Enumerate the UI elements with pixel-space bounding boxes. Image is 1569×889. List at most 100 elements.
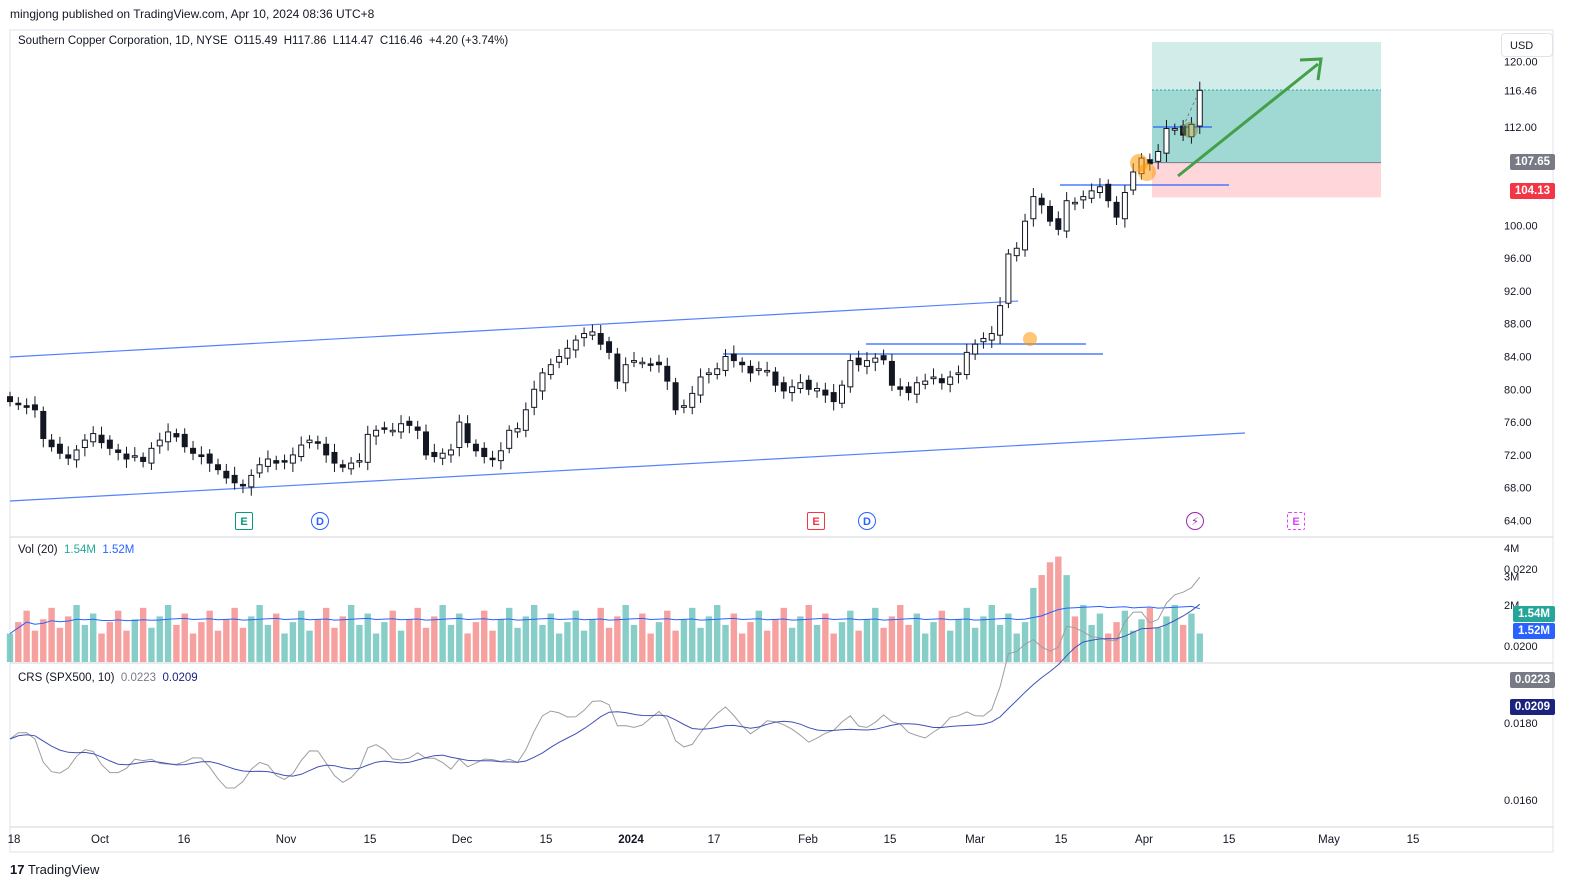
candle-body <box>306 439 313 444</box>
earnings-icon[interactable]: E <box>807 512 825 530</box>
candle-body <box>880 355 887 361</box>
volume-bar <box>888 616 896 662</box>
candle-body <box>23 405 30 408</box>
volume-bar <box>114 610 122 662</box>
candle-body <box>256 464 263 474</box>
volume-bar <box>248 616 255 662</box>
candle <box>980 332 987 349</box>
volume-bar <box>65 616 72 662</box>
candle <box>963 343 970 380</box>
volume-bar <box>472 622 480 662</box>
candle-body <box>855 357 862 366</box>
candle-body <box>289 454 296 464</box>
time-tick-label: Dec <box>452 834 473 846</box>
candle <box>913 376 920 404</box>
candle-body <box>323 443 330 456</box>
channel-upper-line <box>9 300 1019 358</box>
candle <box>1163 119 1170 162</box>
candle <box>855 350 862 372</box>
candle <box>489 450 496 467</box>
high-value: 117.86 <box>292 35 327 47</box>
volume-bar <box>414 607 421 662</box>
volume-bar <box>805 605 812 662</box>
candle <box>339 459 346 473</box>
volume-bar <box>173 624 180 662</box>
candle-body <box>165 431 172 443</box>
time-tick-label: Nov <box>276 834 297 846</box>
candle <box>40 406 47 448</box>
volume-bar <box>73 605 80 662</box>
volume-bar <box>747 622 754 662</box>
volume-bar <box>913 613 921 662</box>
candle <box>822 382 829 403</box>
volume-bar <box>464 633 471 662</box>
volume-bar <box>788 627 796 662</box>
candle <box>655 354 662 373</box>
candle-body <box>789 386 796 394</box>
candle-body <box>1055 218 1062 230</box>
time-tick-label: 18 <box>8 834 21 846</box>
candle-body <box>314 441 321 444</box>
publisher-caption: mingjong published on TradingView.com, A… <box>10 7 375 21</box>
volume-bar <box>1088 624 1095 662</box>
volume-bar <box>206 610 213 662</box>
volume-bar <box>863 619 871 662</box>
candle-body <box>198 454 205 458</box>
volume-bar <box>6 633 14 662</box>
candle <box>972 339 979 360</box>
split-icon[interactable]: ⚡ <box>1186 512 1204 530</box>
candle <box>614 347 621 389</box>
volume-bar <box>497 619 505 662</box>
dividend-icon[interactable]: D <box>858 512 876 530</box>
candle-body <box>248 474 255 488</box>
candle-body <box>173 433 180 438</box>
earnings-icon[interactable]: E <box>235 512 253 530</box>
candle-body <box>223 470 230 479</box>
volume-bar <box>655 622 663 662</box>
volume-bar <box>123 630 130 662</box>
candle <box>739 357 746 373</box>
volume-bar <box>397 630 405 662</box>
candle <box>414 420 421 440</box>
candle-body <box>156 439 163 447</box>
candle <box>273 455 280 470</box>
time-tick-label: 2024 <box>618 834 644 846</box>
candle-body <box>639 361 646 365</box>
candle-body <box>464 423 471 444</box>
candle <box>922 373 929 390</box>
candle <box>1013 242 1020 262</box>
candle-body <box>190 447 197 454</box>
candle-body <box>15 402 22 406</box>
volume-bar <box>1179 624 1187 662</box>
volume-bar <box>672 630 679 662</box>
candle-body <box>539 372 546 392</box>
volume-bar <box>239 627 247 662</box>
volume-bar <box>1163 616 1170 662</box>
candle <box>780 376 787 399</box>
candle <box>1121 185 1128 228</box>
earnings-future-icon[interactable]: E <box>1287 512 1305 530</box>
candle <box>531 380 538 416</box>
candle-body <box>40 410 47 440</box>
candle-body <box>747 365 754 374</box>
candle-body <box>181 433 188 448</box>
entry-price-label: 107.65 <box>1509 154 1555 170</box>
candle-body <box>239 483 246 487</box>
dividend-icon[interactable]: D <box>311 512 329 530</box>
candle-body <box>606 341 613 353</box>
candle <box>863 351 870 375</box>
price-tick-label: 112.00 <box>1504 122 1537 134</box>
candle-body <box>622 364 629 384</box>
candle-body <box>414 426 421 431</box>
candle <box>48 433 55 452</box>
candle <box>705 367 712 384</box>
candle-body <box>697 376 704 396</box>
candle-body <box>1005 253 1012 304</box>
currency-button[interactable]: USD <box>1501 33 1553 57</box>
candle <box>772 367 779 393</box>
candle-body <box>664 365 671 382</box>
crs-ma-label: 0.0209 <box>1509 699 1555 715</box>
candle-body <box>739 361 746 366</box>
volume-bar <box>1080 605 1087 662</box>
